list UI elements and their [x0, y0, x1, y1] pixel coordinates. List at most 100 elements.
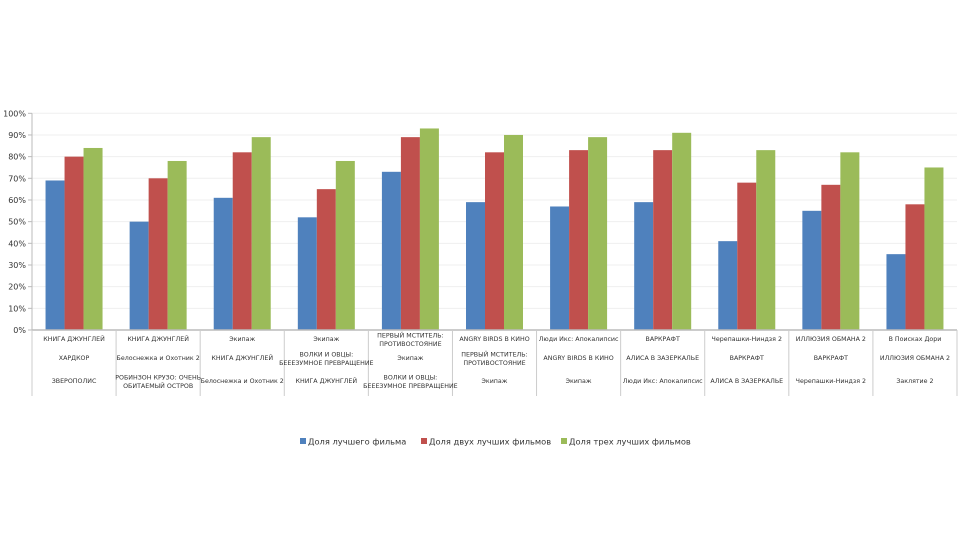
category-label-line: Белоснежка и Охотник 2 [201, 378, 284, 385]
category-label: АЛИСА В ЗАЗЕРКАЛЬЕ [626, 355, 699, 362]
category-label-line: Экипаж [229, 336, 255, 343]
category-label-line: Экипаж [397, 355, 423, 362]
bar [316, 189, 336, 330]
category-label-line: РОБИНЗОН КРУЗО: ОЧЕНЬ [115, 375, 201, 382]
bar [335, 160, 355, 330]
bar [419, 128, 439, 330]
category-label: ИЛЛЮЗИЯ ОБМАНА 2 [796, 336, 866, 343]
category-label: ВОЛКИ И ОВЦЫ: БЕЕЕЗУМНОЕ ПРЕВРАЩЕНИЕ [279, 352, 373, 368]
bar [737, 182, 757, 330]
category-label-line: ЗВЕРОПОЛИС [52, 378, 97, 385]
category-label-line: Черепашки-Ниндзя 2 [712, 336, 782, 343]
category-label-line: ПРОТИВОСТОЯНИЕ [379, 341, 441, 348]
category-label-line: В Поисках Дори [889, 336, 942, 343]
category-label-line: КНИГА ДЖУНГЛЕЙ [127, 334, 189, 343]
category-label-line: АЛИСА В ЗАЗЕРКАЛЬЕ [710, 378, 783, 385]
bar [251, 137, 271, 330]
category-label: КНИГА ДЖУНГЛЕЙ [43, 334, 105, 343]
legend-label: Доля двух лучших фильмов [429, 437, 551, 447]
category-label: КНИГА ДЖУНГЛЕЙ [296, 376, 358, 385]
category-label: Люди Икс: Апокалипсис [623, 378, 703, 385]
category-label: РОБИНЗОН КРУЗО: ОЧЕНЬ ОБИТАЕМЫЙ ОСТРОВ [115, 375, 201, 391]
category-label: Экипаж [229, 336, 255, 343]
y-tick-label: 70% [8, 174, 26, 183]
category-label-line: Черепашки-Ниндзя 2 [796, 378, 866, 385]
category-label-line: ОБИТАЕМЫЙ ОСТРОВ [123, 381, 193, 390]
category-label-line: БЕЕЕЗУМНОЕ ПРЕВРАЩЕНИЕ [279, 360, 373, 367]
category-label-line: Экипаж [566, 378, 592, 385]
category-label-line: ANGRY BIRDS В КИНО [543, 355, 613, 362]
category-label-line: ВОЛКИ И ОВЦЫ: [299, 352, 353, 359]
y-tick-label: 90% [8, 131, 26, 140]
y-tick-label: 60% [8, 196, 26, 205]
bar [588, 137, 608, 330]
category-label-line: БЕЕЕЗУМНОЕ ПРЕВРАЩЕНИЕ [363, 383, 457, 390]
category-label: Экипаж [313, 336, 339, 343]
y-axis: 0% 10% 20% 30% 40% 50% 60% 70% 80% 90% 100% [3, 109, 33, 335]
category-label-line: Экипаж [482, 378, 508, 385]
category-label-line: Экипаж [313, 336, 339, 343]
bar [64, 156, 84, 330]
bar [400, 137, 420, 330]
category-label: ANGRY BIRDS В КИНО [459, 336, 529, 343]
category-label-line: ПЕРВЫЙ МСТИТЕЛЬ: [377, 331, 444, 340]
bar [718, 241, 738, 330]
y-tick-label: 10% [8, 304, 26, 313]
category-label: В Поисках Дори [889, 336, 942, 343]
bar [45, 180, 65, 330]
category-label: КНИГА ДЖУНГЛЕЙ [211, 353, 273, 362]
category-label-line: ХАРДКОР [59, 355, 90, 362]
y-tick-label: 80% [8, 153, 26, 162]
bar [802, 210, 822, 330]
category-label-line: ПРОТИВОСТОЯНИЕ [463, 360, 525, 367]
bar [653, 150, 673, 330]
bar [905, 204, 925, 330]
category-label: ВАРКРАФТ [646, 336, 680, 343]
bar [886, 254, 906, 330]
bar [924, 167, 944, 330]
category-label: Черепашки-Ниндзя 2 [796, 378, 866, 385]
category-label-line: КНИГА ДЖУНГЛЕЙ [211, 353, 273, 362]
bar [634, 202, 654, 330]
bar [129, 221, 149, 330]
category-label-line: ИЛЛЮЗИЯ ОБМАНА 2 [796, 336, 866, 343]
category-label-line: ВАРКРАФТ [730, 355, 764, 362]
category-label: Белоснежка и Охотник 2 [117, 355, 200, 362]
bar [504, 134, 523, 330]
category-label: Черепашки-Ниндзя 2 [712, 336, 782, 343]
category-label-line: ВАРКРАФТ [814, 355, 848, 362]
y-tick-label: 40% [8, 239, 26, 248]
category-label-line: ИЛЛЮЗИЯ ОБМАНА 2 [880, 355, 950, 362]
category-label: Экипаж [566, 378, 592, 385]
category-label-line: ANGRY BIRDS В КИНО [459, 336, 529, 343]
category-label-line: Заклятие 2 [896, 378, 933, 385]
bar [232, 152, 252, 330]
category-label-line: ВАРКРАФТ [646, 336, 680, 343]
category-label: Экипаж [397, 355, 423, 362]
y-tick-label: 100% [3, 109, 26, 118]
category-label-line: Люди Икс: Апокалипсис [623, 378, 703, 385]
category-label-line: Белоснежка и Охотник 2 [117, 355, 200, 362]
legend-swatch [300, 438, 306, 444]
bar [550, 206, 570, 330]
bar [466, 202, 485, 330]
category-label: ПЕРВЫЙ МСТИТЕЛЬ: ПРОТИВОСТОЯНИЕ [461, 350, 528, 368]
bars [45, 128, 944, 330]
legend-label: Доля лучшего фильма [308, 437, 406, 447]
legend-swatch [561, 438, 567, 444]
y-tick-label: 50% [8, 218, 26, 227]
category-table: КНИГА ДЖУНГЛЕЙ ХАРДКОР ЗВЕРОПОЛИС КНИГА ДЖУ… [31, 329, 958, 396]
bar [381, 171, 401, 330]
category-label-line: ВОЛКИ И ОВЦЫ: [384, 375, 438, 382]
category-label: ИЛЛЮЗИЯ ОБМАНА 2 [880, 355, 950, 362]
bar [213, 197, 233, 330]
bar [569, 150, 589, 330]
bar [83, 147, 103, 330]
bar [485, 152, 504, 330]
legend-swatch [421, 438, 427, 444]
y-tick-label: 0% [13, 326, 26, 335]
category-label-line: Люди Икс: Апокалипсис [539, 336, 619, 343]
category-label-line: АЛИСА В ЗАЗЕРКАЛЬЕ [626, 355, 699, 362]
category-label: ЗВЕРОПОЛИС [52, 378, 97, 385]
